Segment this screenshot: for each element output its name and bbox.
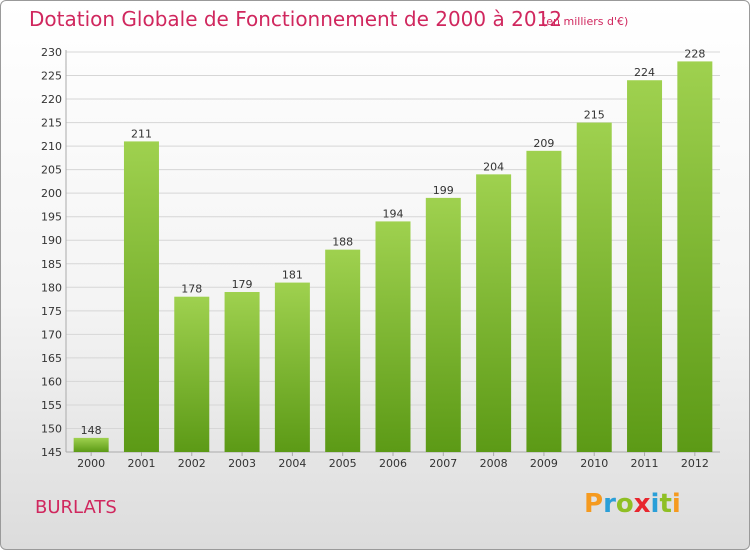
bar [627, 80, 663, 452]
bar [425, 197, 461, 452]
x-tick-label: 2001 [127, 457, 155, 470]
bar [325, 249, 361, 452]
data-label: 188 [332, 236, 353, 249]
y-tick-label: 200 [41, 187, 62, 200]
x-tick-label: 2007 [429, 457, 457, 470]
x-tick-label: 2006 [379, 457, 407, 470]
data-label: 228 [684, 47, 705, 60]
y-tick-label: 170 [41, 328, 62, 341]
y-tick-label: 160 [41, 375, 62, 388]
y-tick-label: 205 [41, 164, 62, 177]
bar [576, 122, 612, 453]
logo-letter: i [671, 489, 681, 519]
data-label: 224 [634, 66, 655, 79]
data-label: 199 [433, 184, 454, 197]
x-tick-label: 2008 [480, 457, 508, 470]
logo-letter: t [659, 489, 672, 519]
y-tick-label: 180 [41, 281, 62, 294]
y-tick-label: 210 [41, 140, 62, 153]
data-label: 209 [533, 137, 554, 150]
y-tick-label: 175 [41, 305, 62, 318]
x-tick-label: 2011 [631, 457, 659, 470]
data-label: 194 [383, 207, 404, 220]
proxiti-logo[interactable]: Proxiti [584, 489, 681, 519]
y-tick-label: 220 [41, 93, 62, 106]
logo-letter: i [650, 489, 660, 519]
y-tick-label: 215 [41, 117, 62, 130]
commune-name: BURLATS [35, 497, 117, 518]
y-tick-label: 190 [41, 234, 62, 247]
logo-letter: P [584, 489, 604, 519]
y-tick-label: 155 [41, 399, 62, 412]
bar [677, 61, 713, 452]
bar [274, 282, 310, 452]
data-label: 204 [483, 160, 504, 173]
bar [73, 437, 109, 452]
x-tick-label: 2009 [530, 457, 558, 470]
x-tick-label: 2010 [580, 457, 608, 470]
x-tick-label: 2005 [329, 457, 357, 470]
bars [73, 61, 713, 453]
logo-letter: o [615, 489, 634, 519]
chart-unit: (en milliers d'€) [542, 15, 629, 28]
x-tick-label: 2002 [178, 457, 206, 470]
bar [123, 141, 159, 453]
bar [476, 174, 512, 452]
y-tick-label: 185 [41, 258, 62, 271]
data-label: 181 [282, 269, 303, 282]
labels: 2000 148 2001 211 2002 178 2003 179 2004 181 2005 1… [77, 47, 709, 470]
chart-title: Dotation Globale de Fonctionnement de 20… [29, 7, 562, 31]
x-tick-label: 2012 [681, 457, 709, 470]
axes: 145 150 155 160 165 170 175 180 185 190 195 200 205 2… [41, 46, 720, 459]
x-tick-label: 2003 [228, 457, 256, 470]
data-label: 211 [131, 127, 152, 140]
data-label: 148 [81, 424, 102, 437]
y-tick-label: 165 [41, 352, 62, 365]
bar [174, 296, 210, 452]
data-label: 179 [232, 278, 253, 291]
y-tick-label: 145 [41, 446, 62, 459]
bar [375, 221, 411, 452]
x-tick-label: 2004 [278, 457, 306, 470]
x-tick-label: 2000 [77, 457, 105, 470]
y-tick-label: 225 [41, 70, 62, 83]
y-tick-label: 230 [41, 46, 62, 59]
data-label: 215 [584, 109, 605, 122]
data-label: 178 [181, 283, 202, 296]
y-tick-label: 150 [41, 422, 62, 435]
y-tick-label: 195 [41, 211, 62, 224]
logo-letter: x [633, 489, 651, 519]
bar [224, 292, 260, 452]
bar [526, 150, 562, 452]
logo-letter: r [603, 489, 616, 519]
